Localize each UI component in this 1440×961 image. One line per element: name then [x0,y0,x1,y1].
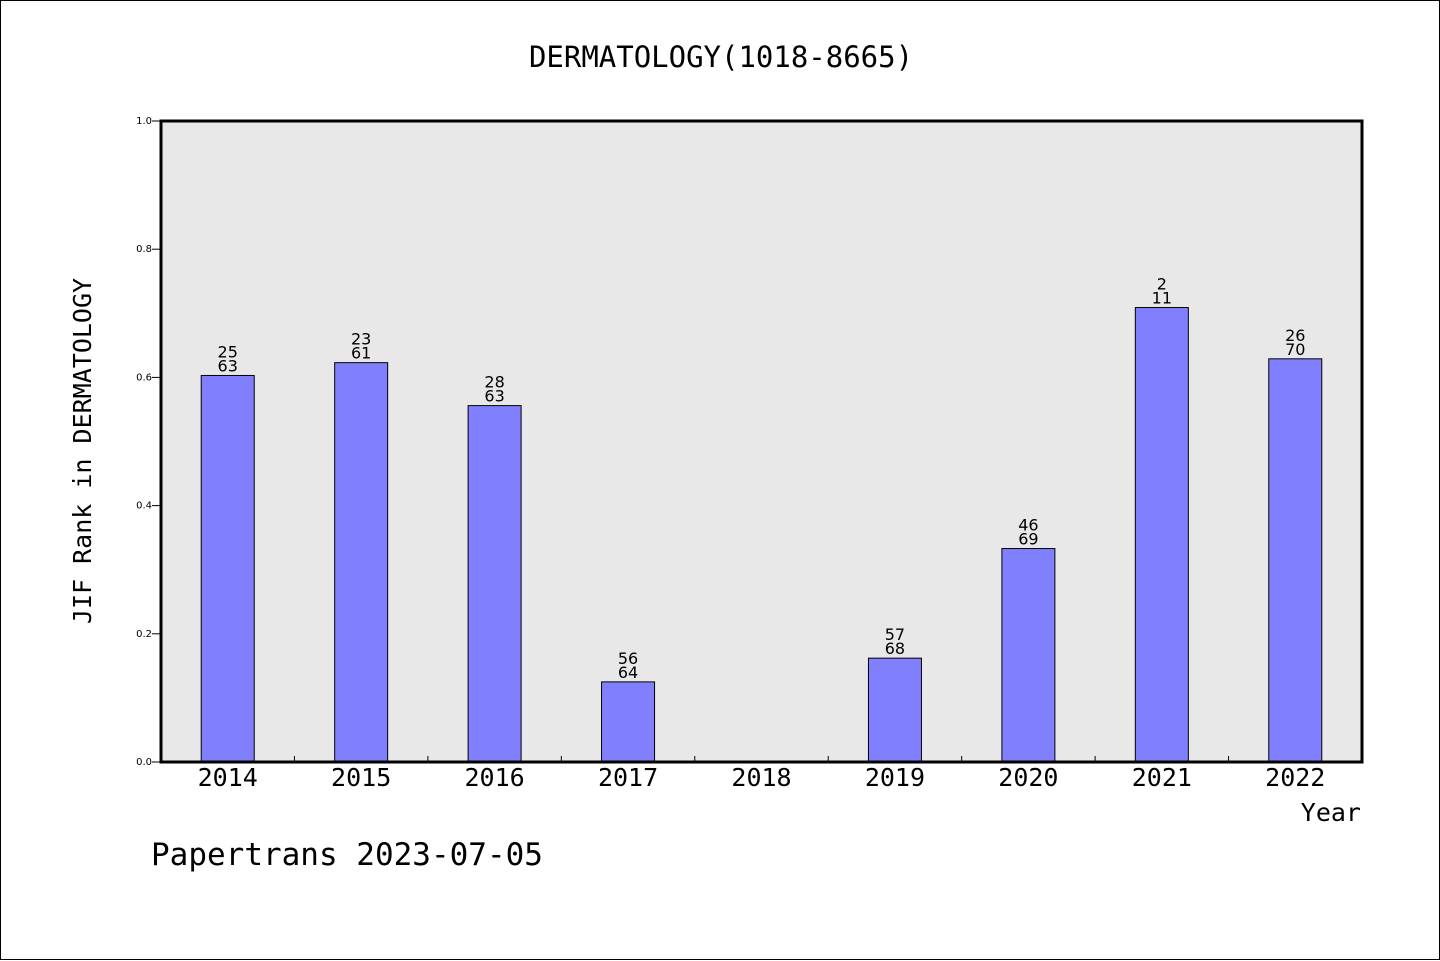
bar-rank-label: 26 [1285,326,1305,345]
x-axis: 2014 2015 2016 2017 2018 2019 2020 2021 2022 [198,756,1325,792]
bar-total-label: 61 [351,344,371,363]
bar-2014 [200,374,255,763]
chart-title: DERMATOLOGY(1018-8665) [529,40,913,74]
x-tick-label: 2018 [731,763,791,792]
bar-2022 [1268,358,1323,763]
x-tick-label: 2017 [598,763,658,792]
x-tick-label: 2022 [1265,763,1325,792]
bar-2016 [467,405,522,763]
bar-rank-label: 28 [484,373,504,392]
y-tick-label: 1.0 [136,116,152,127]
bar-total-label: 11 [1152,289,1172,308]
bar-2021 [1134,307,1189,763]
x-tick-label: 2016 [465,763,525,792]
bar-rank-label: 23 [351,330,371,349]
watermark-text: Papertrans 2023-07-05 [151,837,543,873]
x-tick-label: 2014 [198,763,258,792]
bars-layer [200,307,1323,763]
bar-total-label: 63 [218,356,238,375]
bar-total-label: 70 [1285,340,1305,359]
x-tick-label: 2019 [865,763,925,792]
bar-total-label: 68 [885,639,905,658]
bar-total-label: 63 [484,387,504,406]
y-tick-label: 0.0 [136,757,152,768]
bar-total-label: 64 [618,663,638,682]
bar-total-label: 69 [1018,530,1038,549]
bar-2019 [867,657,922,763]
x-tick-label: 2020 [998,763,1058,792]
y-tick-label: 0.2 [136,629,152,640]
bar-2017 [601,681,656,763]
bar-2020 [1001,548,1056,763]
bar-rank-label: 2 [1157,275,1167,294]
y-axis-label: JIF Rank in DERMATOLOGY [68,278,97,624]
x-tick-label: 2021 [1132,763,1192,792]
bar-rank-label: 57 [885,625,905,644]
bar-rank-label: 25 [218,342,238,361]
x-tick-label: 2015 [331,763,391,792]
plot-border [159,119,1364,764]
bar-rank-label: 46 [1018,516,1038,535]
y-tick-label: 0.4 [136,501,152,512]
bar-2015 [334,362,389,763]
y-tick-label: 0.6 [136,372,152,383]
bar-rank-label: 56 [618,649,638,668]
y-axis: 0.0 0.2 0.4 0.6 0.8 1.0 [136,116,161,768]
y-tick-label: 0.8 [136,244,152,255]
x-axis-label: Year [1301,798,1361,827]
